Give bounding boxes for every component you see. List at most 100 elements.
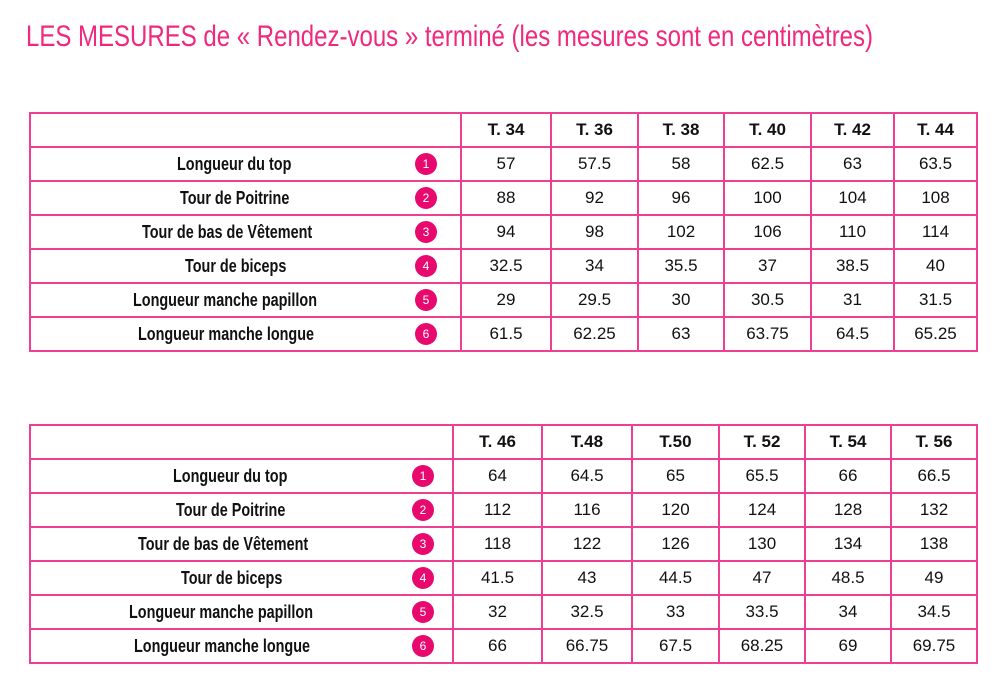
table-row: Longueur manche papillon 5 29 29.5 30 30.… — [29, 282, 978, 318]
table-row: Tour de bas de Vêtement 3 118 122 126 130… — [29, 526, 978, 562]
value-cell: 63.75 — [723, 316, 812, 352]
row-label: Longueur du top — [172, 465, 287, 486]
value-cell: 31 — [810, 282, 895, 318]
row-label: Longueur du top — [176, 153, 291, 174]
value-cell: 112 — [452, 492, 543, 528]
number-badge: 1 — [415, 153, 437, 175]
value-cell: 102 — [637, 214, 725, 250]
size-header: T.50 — [631, 424, 720, 460]
value-cell: 92 — [550, 180, 639, 216]
size-header: T. 44 — [893, 112, 978, 148]
value-cell: 67.5 — [631, 628, 720, 664]
value-cell: 30.5 — [723, 282, 812, 318]
value-cell: 134 — [804, 526, 892, 562]
value-cell: 124 — [718, 492, 806, 528]
number-badge: 5 — [412, 601, 434, 623]
value-cell: 61.5 — [460, 316, 552, 352]
table-row: Longueur du top 1 57 57.5 58 62.5 63 63.5 — [29, 146, 978, 182]
size-header: T. 38 — [637, 112, 725, 148]
table-row: Tour de biceps 4 41.5 43 44.5 47 48.5 49 — [29, 560, 978, 596]
value-cell: 116 — [541, 492, 633, 528]
page-title: LES MESURES de « Rendez-vous » terminé (… — [26, 20, 874, 53]
row-label: Tour de bas de Vêtement — [137, 533, 308, 554]
table-row: Longueur manche longue 6 66 66.75 67.5 68… — [29, 628, 978, 664]
row-label-cell: Tour de Poitrine 2 — [29, 180, 462, 216]
value-cell: 29 — [460, 282, 552, 318]
value-cell: 96 — [637, 180, 725, 216]
number-badge: 6 — [412, 635, 434, 657]
row-label-cell: Longueur manche longue 6 — [29, 628, 454, 664]
value-cell: 65.5 — [718, 458, 806, 494]
row-label: Tour de biceps — [184, 255, 287, 276]
size-header: T. 40 — [723, 112, 812, 148]
row-label-cell: Tour de Poitrine 2 — [29, 492, 454, 528]
value-cell: 66 — [804, 458, 892, 494]
value-cell: 32.5 — [541, 594, 633, 630]
number-badge: 1 — [412, 465, 434, 487]
value-cell: 118 — [452, 526, 543, 562]
corner-cell — [29, 424, 454, 460]
value-cell: 58 — [637, 146, 725, 182]
row-label-cell: Longueur manche papillon 5 — [29, 594, 454, 630]
number-badge: 3 — [415, 221, 437, 243]
row-label: Longueur manche longue — [133, 635, 310, 656]
value-cell: 33.5 — [718, 594, 806, 630]
row-label-cell: Tour de biceps 4 — [29, 248, 462, 284]
size-header: T.48 — [541, 424, 633, 460]
row-label-cell: Longueur du top 1 — [29, 458, 454, 494]
row-label-cell: Tour de bas de Vêtement 3 — [29, 214, 462, 250]
value-cell: 64.5 — [541, 458, 633, 494]
size-header: T. 52 — [718, 424, 806, 460]
value-cell: 34.5 — [890, 594, 978, 630]
value-cell: 106 — [723, 214, 812, 250]
value-cell: 35.5 — [637, 248, 725, 284]
value-cell: 120 — [631, 492, 720, 528]
row-label: Tour de biceps — [180, 567, 283, 588]
value-cell: 34 — [550, 248, 639, 284]
value-cell: 138 — [890, 526, 978, 562]
size-header: T. 34 — [460, 112, 552, 148]
value-cell: 114 — [893, 214, 978, 250]
value-cell: 49 — [890, 560, 978, 596]
value-cell: 65.25 — [893, 316, 978, 352]
value-cell: 33 — [631, 594, 720, 630]
value-cell: 65 — [631, 458, 720, 494]
value-cell: 66.75 — [541, 628, 633, 664]
size-table-2: T. 46 T.48 T.50 T. 52 T. 54 T. 56 Longue… — [29, 424, 978, 664]
value-cell: 47 — [718, 560, 806, 596]
table-row: Tour de Poitrine 2 88 92 96 100 104 108 — [29, 180, 978, 216]
value-cell: 57.5 — [550, 146, 639, 182]
value-cell: 98 — [550, 214, 639, 250]
value-cell: 38.5 — [810, 248, 895, 284]
value-cell: 37 — [723, 248, 812, 284]
row-label: Longueur manche papillon — [132, 289, 317, 310]
row-label-cell: Longueur manche papillon 5 — [29, 282, 462, 318]
size-table-1: T. 34 T. 36 T. 38 T. 40 T. 42 T. 44 Long… — [29, 112, 978, 352]
size-header: T. 56 — [890, 424, 978, 460]
number-badge: 6 — [415, 323, 437, 345]
table-row: Longueur du top 1 64 64.5 65 65.5 66 66.5 — [29, 458, 978, 494]
table-row: Tour de bas de Vêtement 3 94 98 102 106 1… — [29, 214, 978, 250]
value-cell: 130 — [718, 526, 806, 562]
value-cell: 63 — [810, 146, 895, 182]
size-header: T. 36 — [550, 112, 639, 148]
table-row: Longueur manche papillon 5 32 32.5 33 33.… — [29, 594, 978, 630]
number-badge: 4 — [412, 567, 434, 589]
value-cell: 41.5 — [452, 560, 543, 596]
row-label-cell: Tour de biceps 4 — [29, 560, 454, 596]
value-cell: 68.25 — [718, 628, 806, 664]
value-cell: 104 — [810, 180, 895, 216]
row-label: Tour de bas de Vêtement — [141, 221, 312, 242]
value-cell: 32 — [452, 594, 543, 630]
size-header: T. 46 — [452, 424, 543, 460]
value-cell: 122 — [541, 526, 633, 562]
value-cell: 64 — [452, 458, 543, 494]
table-header-row: T. 46 T.48 T.50 T. 52 T. 54 T. 56 — [29, 424, 978, 460]
value-cell: 64.5 — [810, 316, 895, 352]
number-badge: 2 — [415, 187, 437, 209]
value-cell: 126 — [631, 526, 720, 562]
row-label-cell: Longueur du top 1 — [29, 146, 462, 182]
table-row: Tour de Poitrine 2 112 116 120 124 128 13… — [29, 492, 978, 528]
value-cell: 32.5 — [460, 248, 552, 284]
row-label-cell: Tour de bas de Vêtement 3 — [29, 526, 454, 562]
